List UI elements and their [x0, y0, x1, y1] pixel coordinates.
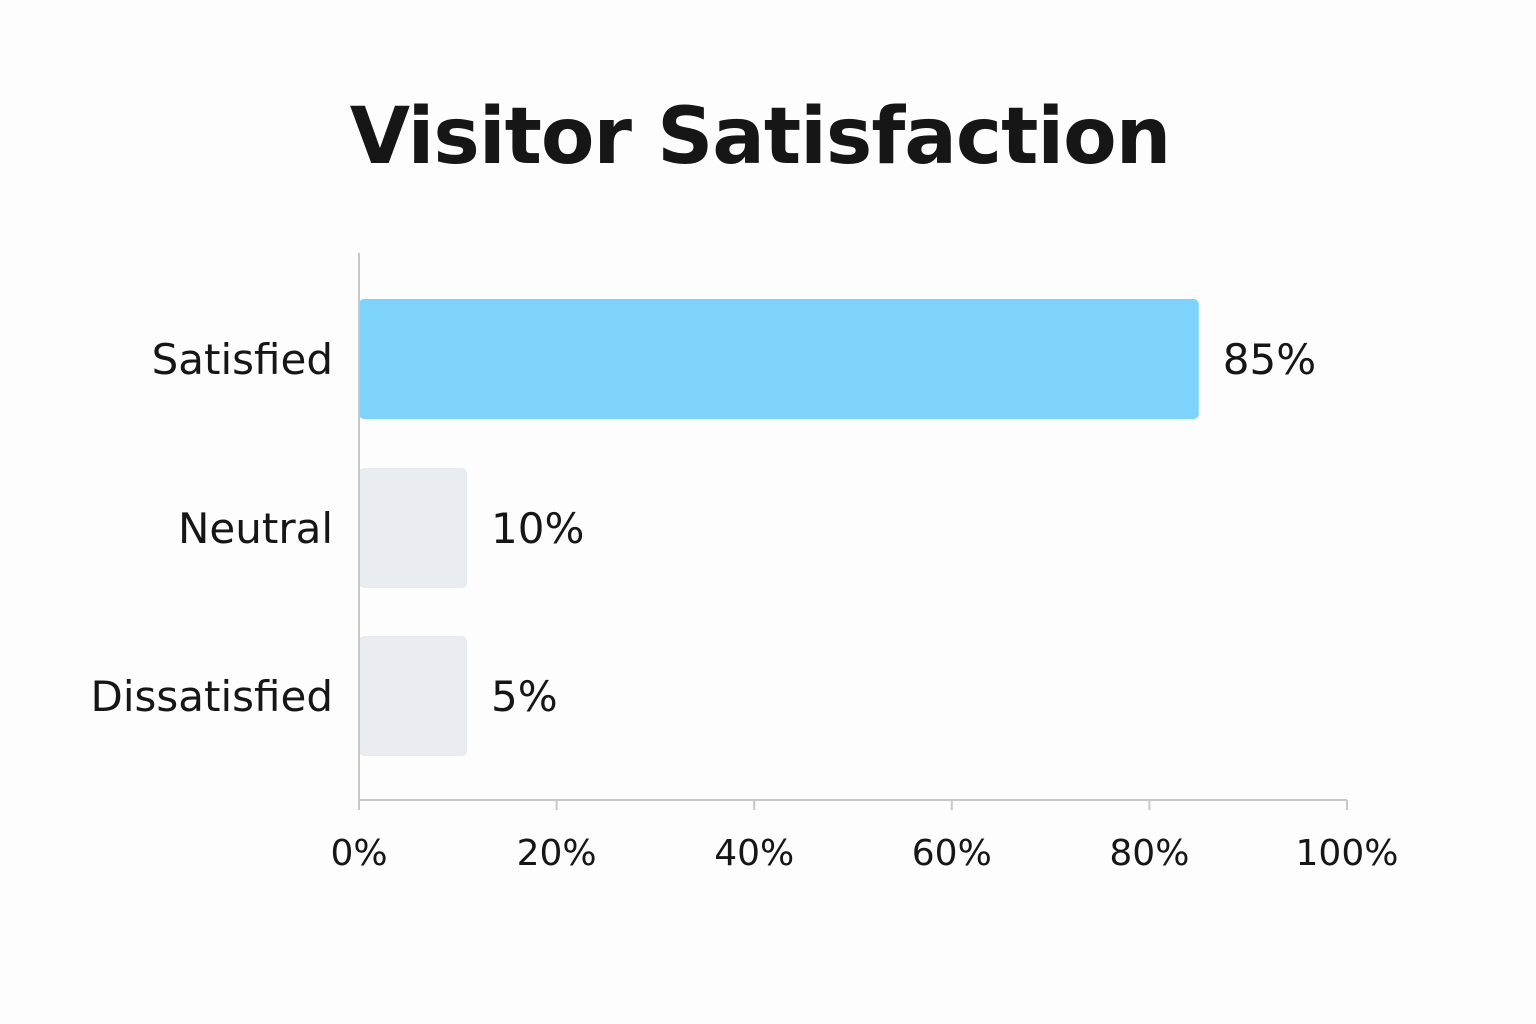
- x-tick-label: 0%: [330, 833, 387, 874]
- bar-dissatisfied: [359, 636, 467, 756]
- value-label: 5%: [491, 672, 558, 721]
- bar-neutral: [359, 468, 467, 588]
- x-tick-label: 40%: [714, 833, 794, 874]
- value-label: 10%: [491, 504, 584, 553]
- value-label: 85%: [1223, 335, 1316, 384]
- category-label: Neutral: [178, 504, 333, 553]
- chart-title: Visitor Satisfaction: [349, 92, 1172, 182]
- bar-satisfied: [359, 299, 1199, 419]
- category-label: Satisfied: [152, 335, 333, 384]
- x-tick-label: 20%: [517, 833, 597, 874]
- x-tick-label: 60%: [912, 833, 992, 874]
- category-label: Dissatisfied: [91, 672, 333, 721]
- x-tick-label: 80%: [1109, 833, 1189, 874]
- x-tick-label: 100%: [1296, 833, 1399, 874]
